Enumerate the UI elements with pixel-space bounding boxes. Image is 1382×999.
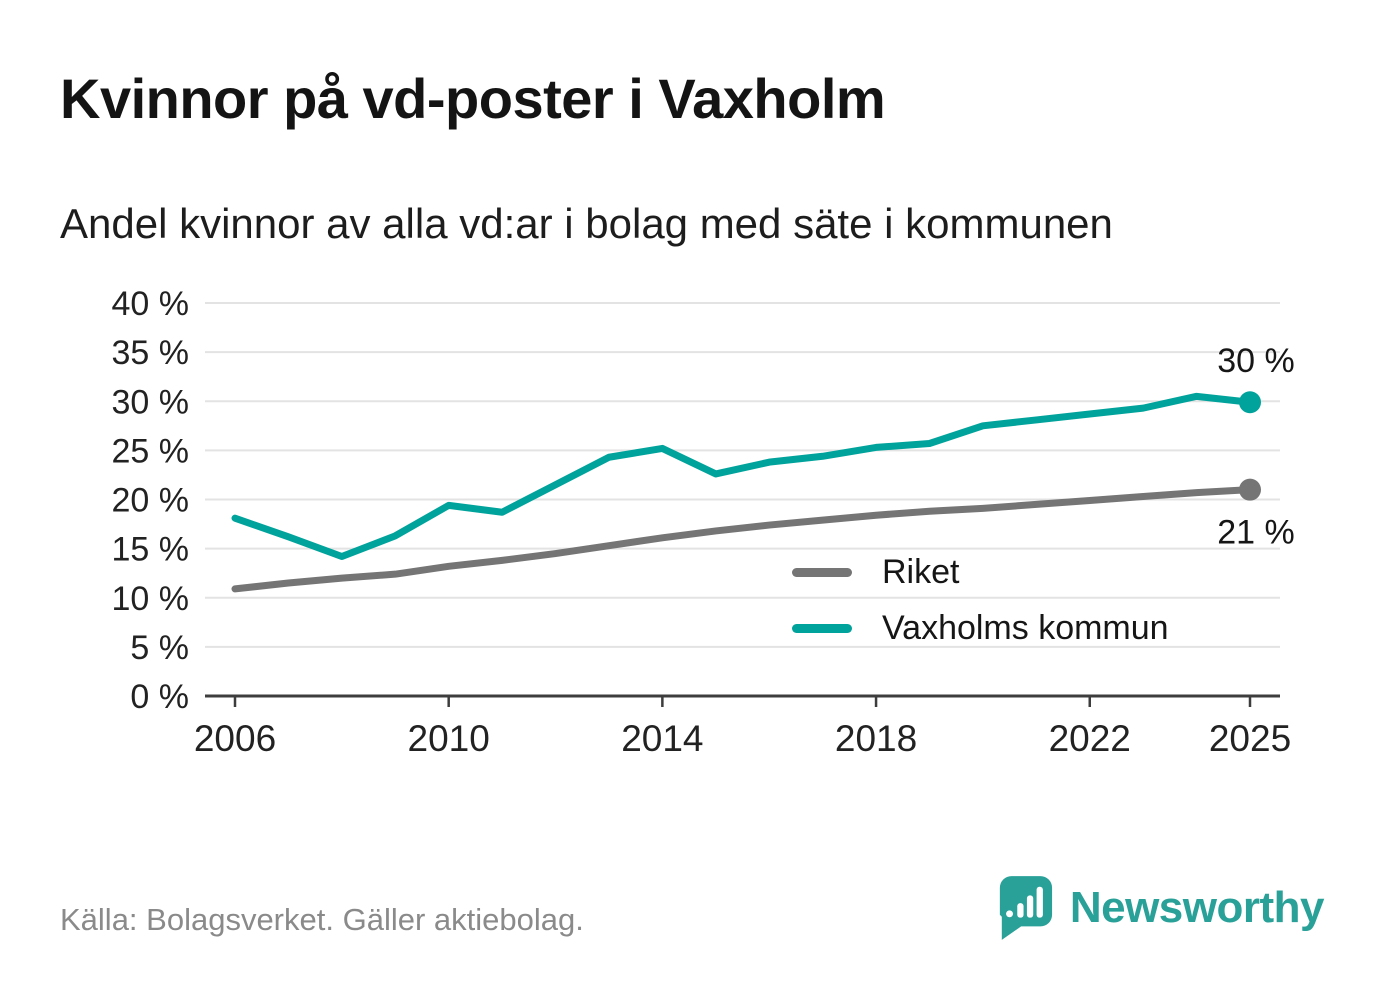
y-axis-tick-label: 35 % (112, 334, 190, 372)
x-axis-tick-label: 2010 (408, 718, 490, 759)
y-axis-tick-label: 10 % (112, 580, 190, 618)
x-axis-tick-label: 2025 (1209, 718, 1291, 759)
bar-chart-speech-bubble-icon (999, 876, 1052, 940)
x-axis-tick-label: 2022 (1049, 718, 1131, 759)
legend-swatch-vaxholms-kommun (792, 623, 852, 633)
legend-label-riket: Riket (882, 552, 960, 591)
y-axis-tick-label: 0 % (130, 678, 189, 716)
chart-dot-glyph (1005, 910, 1013, 918)
brand-name: Newsworthy (1069, 883, 1325, 932)
x-axis-tick-label: 2018 (835, 718, 917, 759)
chart-legend: Riket Vaxholms kommun (792, 552, 1169, 648)
bar-glyph-tall (1036, 886, 1043, 918)
y-axis-tick-label: 40 % (112, 285, 190, 323)
brand-logo: Newsworthy (996, 874, 1325, 942)
bar-glyph-short (1017, 903, 1024, 918)
end-dot-riket (1239, 478, 1261, 501)
legend-swatch-riket (792, 567, 852, 577)
y-axis-tick-label: 5 % (130, 629, 189, 667)
x-axis-tick-label: 2006 (194, 718, 276, 759)
end-value-label-riket: 21 % (1217, 514, 1295, 552)
page-title: Kvinnor på vd-poster i Vaxholm (60, 67, 886, 130)
series-line-vaxholms-kommun (231, 392, 1254, 560)
x-axis-tick-label: 2014 (621, 718, 703, 759)
legend-item-vaxholms-kommun: Vaxholms kommun (792, 608, 1169, 648)
y-axis-tick-label: 15 % (112, 531, 190, 569)
y-axis-tick-label: 20 % (112, 482, 190, 520)
legend-label-vaxholms-kommun: Vaxholms kommun (882, 608, 1169, 647)
y-axis-tick-label: 25 % (112, 432, 190, 470)
legend-item-riket: Riket (792, 552, 1169, 592)
series-line-riket (231, 486, 1254, 593)
speech-bubble-shape (999, 876, 1052, 940)
end-dot-vaxholms-kommun (1239, 391, 1261, 414)
bar-glyph-medium (1026, 895, 1034, 918)
line-chart: 0 % 5 % 10 % 15 % 20 % 25 % 30 % 35 % 40 % 2006 20… (112, 285, 1295, 759)
chart-subtitle: Andel kvinnor av alla vd:ar i bolag med … (60, 200, 1113, 247)
source-note: Källa: Bolagsverket. Gäller aktiebolag. (60, 902, 584, 937)
y-axis-tick-label: 30 % (112, 383, 190, 421)
end-value-label-vaxholms-kommun: 30 % (1217, 342, 1295, 380)
